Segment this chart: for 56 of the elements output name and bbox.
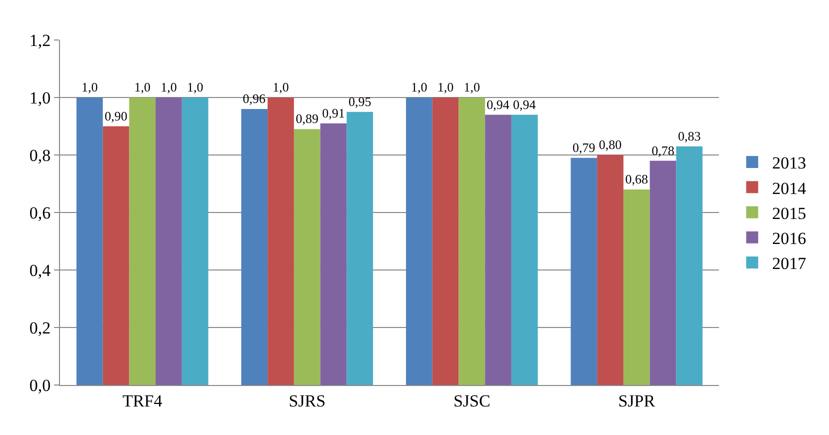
- y-tick-label: 0,2: [29, 318, 51, 338]
- legend-label: 2015: [772, 204, 806, 223]
- data-label: 0,96: [242, 91, 266, 106]
- legend-label: 2017: [772, 254, 807, 274]
- bar: [432, 98, 459, 385]
- y-tick-label: 1,0: [29, 88, 51, 108]
- bar: [511, 114, 538, 385]
- bar: [676, 146, 703, 385]
- bar: [241, 109, 268, 385]
- legend-label: 2014: [772, 178, 807, 198]
- data-label: 1,0: [464, 80, 480, 94]
- bar: [156, 98, 182, 385]
- y-tick-label: 0,8: [29, 146, 51, 165]
- data-label: 1,0: [82, 80, 98, 94]
- bar: [294, 129, 320, 385]
- legend-label: 2013: [772, 154, 806, 173]
- data-label: 1,0: [411, 80, 428, 94]
- bar: [570, 158, 598, 385]
- bar: [406, 98, 432, 385]
- bar: [485, 114, 512, 385]
- bar: [346, 112, 374, 385]
- bar: [129, 98, 156, 385]
- data-label: 1,0: [160, 80, 177, 94]
- x-tick-label: SJSC: [453, 391, 490, 410]
- data-label: 0,79: [572, 140, 596, 155]
- data-label: 0,80: [598, 137, 622, 152]
- data-label: 0,89: [296, 111, 319, 126]
- data-label: 0,90: [104, 108, 128, 124]
- y-tick-label: 1,2: [29, 30, 51, 50]
- data-label: 0,68: [625, 172, 648, 186]
- x-tick-label: SJRS: [288, 391, 326, 410]
- bar: [623, 190, 650, 385]
- bar: [458, 98, 486, 385]
- data-label: 1,0: [437, 80, 454, 94]
- data-label: 1,0: [272, 80, 289, 94]
- data-label: 0,94: [512, 96, 536, 112]
- bar: [76, 98, 103, 385]
- bar: [102, 126, 130, 385]
- bar: [320, 123, 347, 385]
- legend-label: 2016: [772, 228, 806, 248]
- data-label: 0,83: [678, 128, 701, 144]
- bar: [182, 98, 208, 385]
- bar: [650, 160, 676, 385]
- bar: [597, 155, 624, 385]
- x-tick-label: SJPR: [618, 391, 656, 410]
- y-tick-label: 0,0: [29, 376, 51, 395]
- data-label: 1,0: [186, 80, 204, 94]
- bar: [268, 98, 294, 385]
- data-label: 0,91: [322, 105, 345, 120]
- x-tick-label: TRF4: [122, 391, 163, 410]
- data-label: 1,0: [134, 80, 150, 94]
- data-label: 0,94: [486, 96, 510, 112]
- data-label: 0,78: [652, 142, 674, 158]
- y-tick-label: 0,6: [29, 203, 51, 222]
- data-label: 0,95: [348, 94, 372, 109]
- y-tick-label: 0,4: [29, 260, 52, 280]
